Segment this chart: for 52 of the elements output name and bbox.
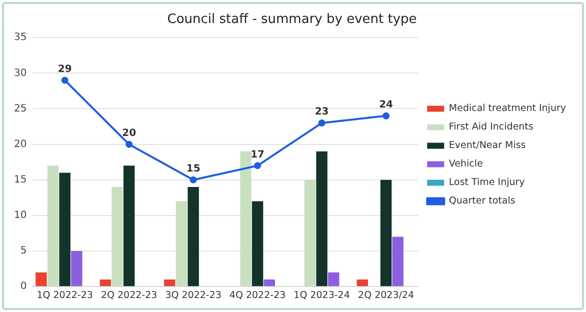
point <box>382 112 390 120</box>
bar <box>328 272 340 286</box>
bar <box>240 151 252 286</box>
x-tick-label: 2Q 2022-23 <box>100 290 158 301</box>
point <box>126 140 133 148</box>
legend-label: Lost Time Injury <box>448 177 526 188</box>
y-tick-label: 30 <box>14 68 27 79</box>
data-label: 29 <box>58 64 72 75</box>
x-tick-label: 3Q 2022-23 <box>165 290 222 301</box>
bar <box>380 180 392 286</box>
x-tick-label: 2Q 2023/24 <box>358 290 414 301</box>
bar <box>123 166 135 286</box>
bar <box>36 272 47 286</box>
bar <box>304 180 316 286</box>
bar <box>47 166 59 286</box>
bar <box>264 279 275 286</box>
point <box>318 119 326 126</box>
point <box>254 162 262 170</box>
bar <box>316 151 328 286</box>
x-tick-label: 1Q 2023-24 <box>294 290 350 301</box>
bar <box>112 187 123 286</box>
y-tick-label: 25 <box>14 103 27 114</box>
x-tick-label: 1Q 2022-23 <box>36 290 93 301</box>
legend-label: Vehicle <box>448 158 484 170</box>
bar <box>188 187 199 286</box>
data-label: 24 <box>379 99 394 110</box>
bar <box>71 251 82 286</box>
y-tick-label: 35 <box>14 32 27 44</box>
bar <box>176 201 188 286</box>
point <box>61 76 68 84</box>
chart-title: Council staff - summary by event type <box>167 12 417 28</box>
bar <box>392 236 404 286</box>
point <box>190 176 197 184</box>
data-label: 15 <box>186 163 200 174</box>
data-label: 23 <box>314 106 329 118</box>
y-tick-label: 5 <box>20 246 27 257</box>
bar <box>100 279 112 286</box>
bar <box>252 201 264 286</box>
legend-label: First Aid Incidents <box>448 122 534 133</box>
bar <box>59 172 70 286</box>
x-tick-label: 4Q 2022-23 <box>229 290 286 301</box>
legend-label: Event/Near Miss <box>448 140 526 152</box>
data-label: 17 <box>250 149 265 160</box>
legend-label: Quarter totals <box>448 196 516 207</box>
legend-label: Medical treatment Injury <box>448 103 566 114</box>
y-tick-label: 20 <box>14 138 27 150</box>
y-tick-label: 10 <box>14 210 27 222</box>
data-label: 20 <box>122 128 136 139</box>
bar <box>356 279 368 286</box>
y-tick-label: 0 <box>20 281 27 292</box>
y-tick-label: 15 <box>14 174 27 186</box>
bar <box>164 279 176 286</box>
